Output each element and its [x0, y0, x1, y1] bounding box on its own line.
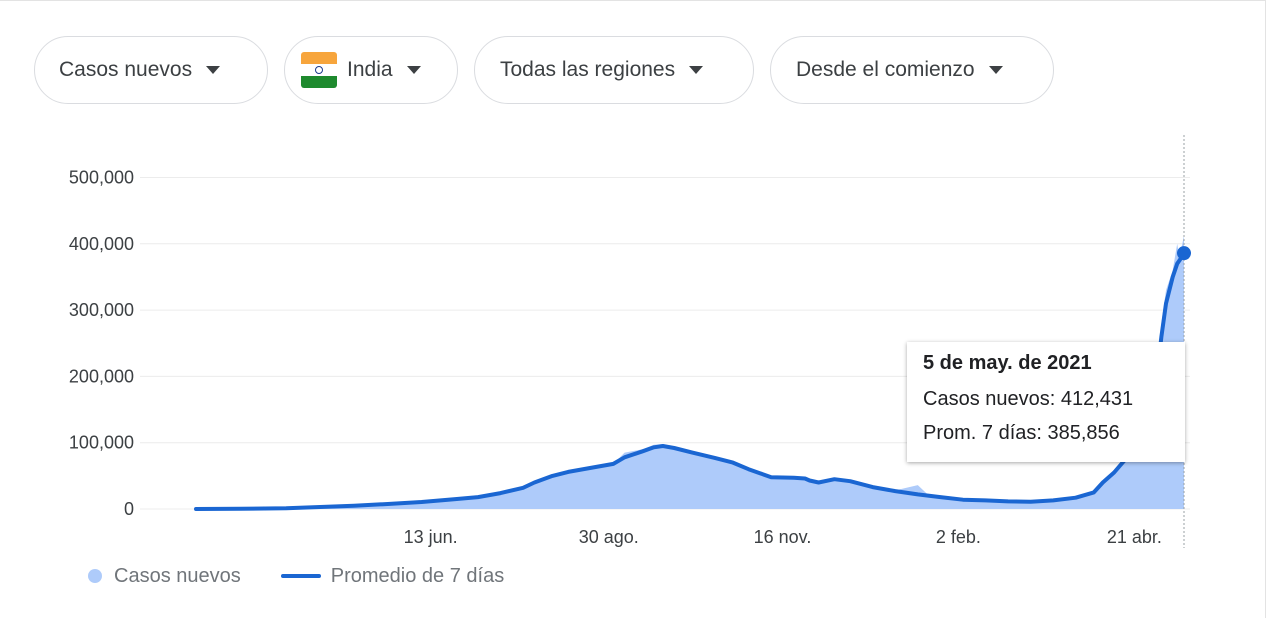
- tooltip: 5 de may. de 2021 Casos nuevos: 412,431 …: [907, 342, 1185, 462]
- x-tick-label: 2 feb.: [936, 527, 981, 547]
- chevron-down-icon: [206, 66, 221, 74]
- x-tick-label: 13 jun.: [404, 527, 458, 547]
- x-tick-label: 21 abr.: [1107, 527, 1162, 547]
- india-flag-icon: [301, 52, 337, 88]
- legend-average-label[interactable]: Promedio de 7 días: [330, 564, 505, 587]
- x-tick-label: 16 nov.: [754, 527, 812, 547]
- period-dropdown[interactable]: Desde el comienzo: [770, 36, 1054, 104]
- y-tick-label: 100,000: [69, 433, 134, 453]
- chevron-down-icon: [988, 66, 1003, 74]
- y-tick-label: 400,000: [69, 234, 134, 254]
- hover-point: [1177, 246, 1191, 261]
- x-tick-label: 30 ago.: [579, 527, 639, 547]
- metric-dropdown[interactable]: Casos nuevos: [34, 36, 268, 104]
- legend-cases-label[interactable]: Casos nuevos: [114, 564, 241, 587]
- y-tick-label: 200,000: [69, 366, 134, 386]
- daily-cases-area: [196, 235, 1184, 509]
- chevron-down-icon: [689, 66, 704, 74]
- legend-cases-swatch: [88, 569, 102, 583]
- period-dropdown-label: Desde el comienzo: [796, 58, 975, 81]
- tooltip-average: Prom. 7 días: 385,856: [923, 422, 1120, 444]
- tooltip-cases: Casos nuevos: 412,431: [923, 388, 1134, 410]
- x-axis-ticks: 13 jun. 30 ago. 16 nov. 2 feb. 21 abr.: [404, 527, 1162, 547]
- legend-average-swatch: [280, 574, 321, 578]
- y-tick-label: 500,000: [69, 168, 134, 188]
- region-dropdown-label: Todas las regiones: [500, 58, 676, 81]
- chevron-down-icon: [406, 66, 421, 74]
- country-dropdown-label: India: [347, 58, 393, 81]
- tooltip-date: 5 de may. de 2021: [923, 352, 1092, 374]
- y-axis-ticks: 0 100,000 200,000 300,000 400,000 500,000: [69, 168, 134, 520]
- country-dropdown[interactable]: India: [284, 36, 458, 104]
- chart-legend: Casos nuevos Promedio de 7 días: [88, 562, 504, 590]
- region-dropdown[interactable]: Todas las regiones: [474, 36, 754, 104]
- y-tick-label: 0: [124, 499, 134, 519]
- metric-dropdown-label: Casos nuevos: [59, 58, 193, 81]
- y-tick-label: 300,000: [69, 300, 134, 320]
